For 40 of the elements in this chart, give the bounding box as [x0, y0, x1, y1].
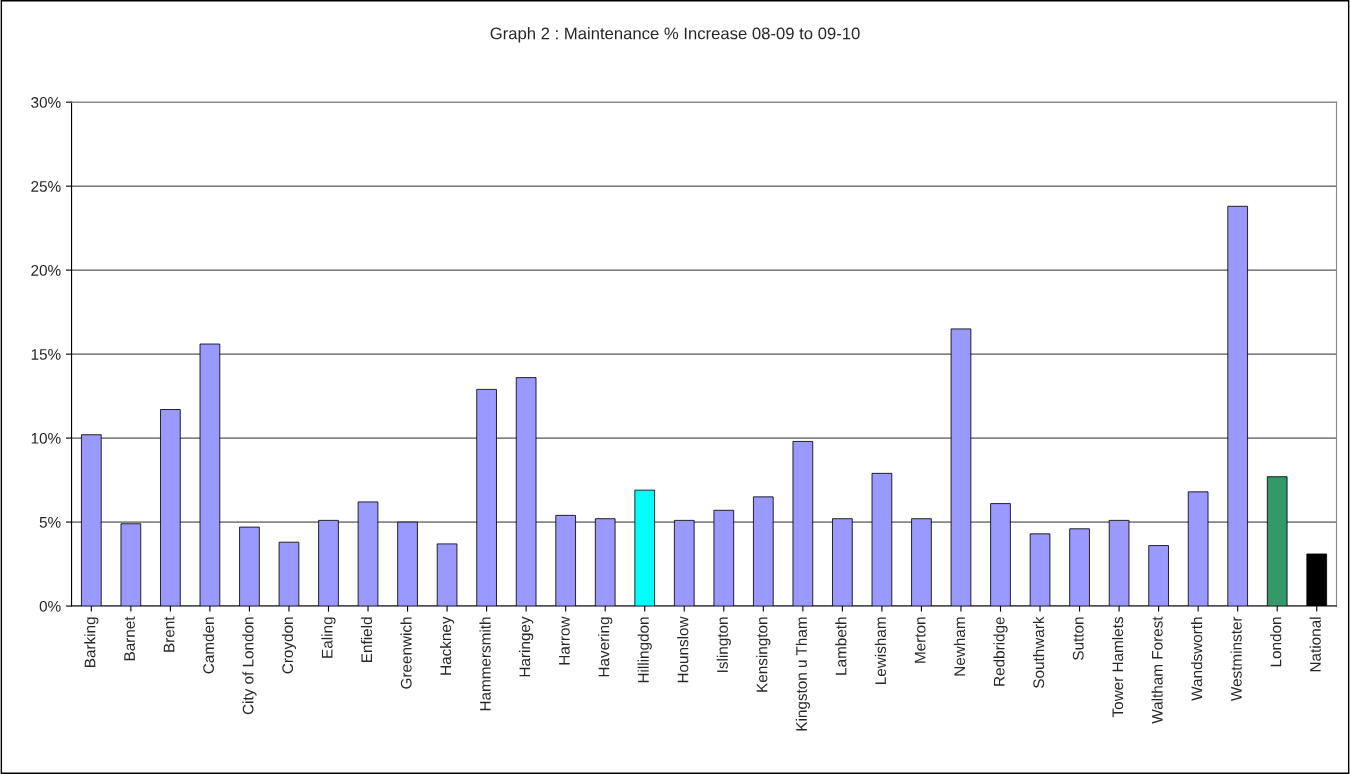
x-tick-label: Brent — [163, 616, 175, 652]
x-tick-label: Redbridge — [993, 617, 1008, 686]
x-tick-label: Southwark — [1032, 616, 1045, 688]
x-tick-label: Camden — [202, 617, 215, 674]
x-tick-label: Hillingdon — [637, 617, 652, 683]
x-tick-label: Haringey — [519, 616, 534, 677]
x-tick-label: Waltham Forest — [1151, 616, 1163, 724]
chart-title: Graph 2 : Maintenance % Increase 08-09 to 09-10 — [490, 27, 860, 43]
x-tick-label: Kingston u Tham — [795, 617, 810, 731]
y-tick-label: 0% — [39, 600, 61, 612]
x-tick-label: Hounslow — [677, 616, 689, 683]
x-tick-label: Ealing — [321, 617, 336, 658]
x-tick-label: Tower Hamlets — [1111, 617, 1124, 718]
x-tick-label: Barking — [84, 617, 99, 667]
y-tick-label: 15% — [31, 349, 61, 360]
x-tick-label: Newham — [953, 617, 966, 676]
x-tick-label: Merton — [914, 617, 926, 663]
x-tick-label: Enfield — [360, 617, 373, 662]
x-tick-label: Greenwich — [400, 617, 412, 689]
x-tick-label: London — [1270, 617, 1282, 667]
x-tick-label: Lambeth — [835, 617, 847, 675]
x-tick-label: Havering — [598, 617, 613, 677]
x-tick-label: Kensington — [756, 617, 771, 692]
x-tick-label: Islington — [716, 617, 731, 672]
x-tick-label: Harrow — [559, 616, 570, 665]
x-tick-label: Sutton — [1072, 617, 1084, 660]
x-tick-label: Hammersmith — [479, 617, 491, 711]
x-tick-label: Lewisham — [874, 617, 887, 684]
x-tick-label: Barnet — [124, 616, 135, 661]
x-tick-label: Wandsworth — [1191, 617, 1203, 701]
y-tick-label: 30% — [31, 97, 61, 108]
y-tick-label: 20% — [31, 264, 61, 276]
x-tick-label: Hackney — [439, 616, 455, 675]
y-tick-label: 10% — [31, 432, 61, 444]
x-tick-label: Croydon — [281, 617, 297, 674]
x-tick-label: City of London — [242, 617, 257, 715]
y-tick-label: 25% — [31, 181, 61, 192]
x-tick-label: National — [1309, 617, 1321, 672]
y-tick-label: 5% — [39, 517, 61, 528]
x-tick-label: Westminster — [1230, 616, 1242, 702]
